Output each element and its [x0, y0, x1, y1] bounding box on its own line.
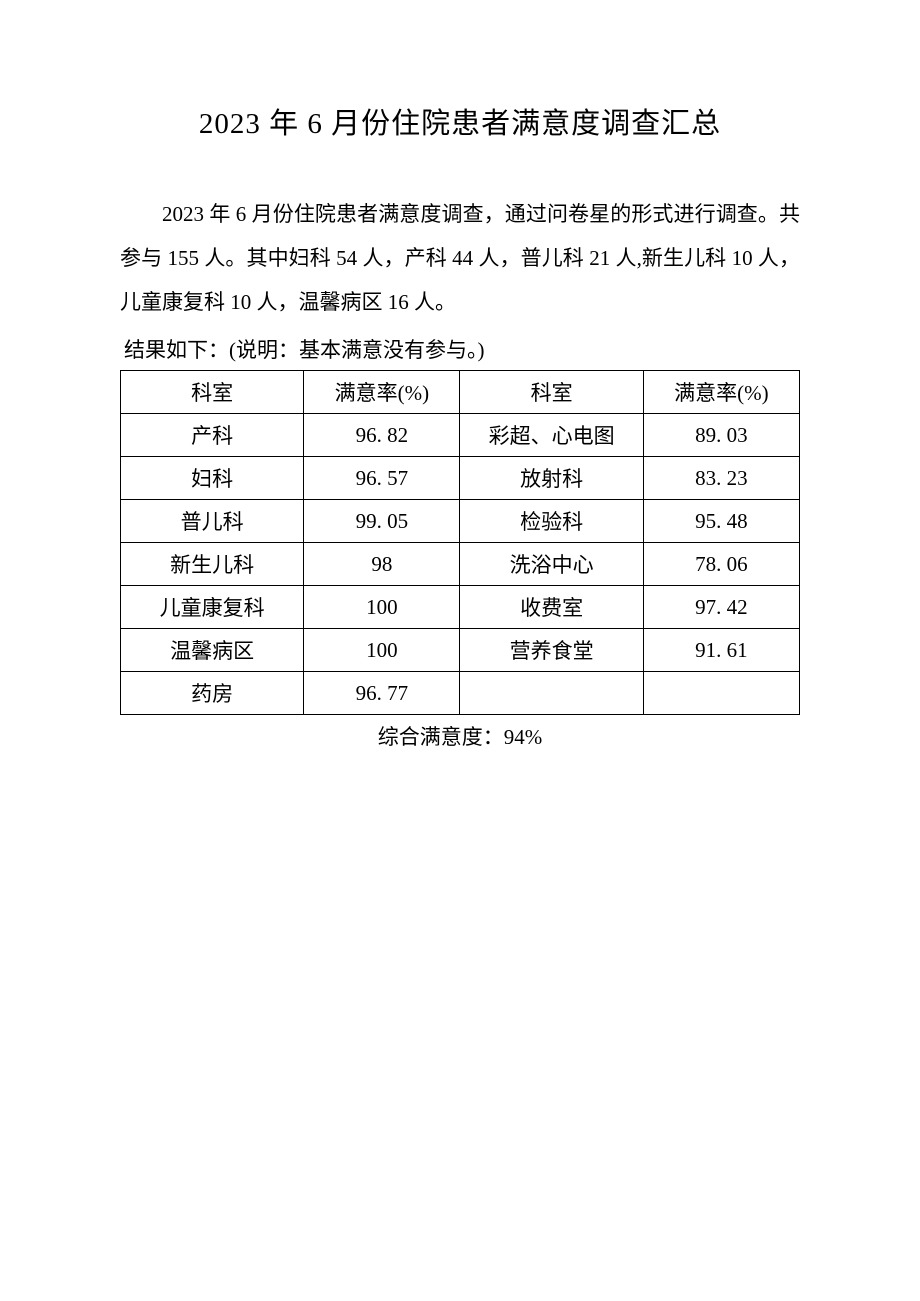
- table-row: 妇科 96. 57 放射科 83. 23: [121, 457, 800, 500]
- cell-rate: 98: [304, 543, 460, 586]
- cell-rate: 78. 06: [643, 543, 799, 586]
- cell-dept: 温馨病区: [121, 629, 304, 672]
- header-rate-2: 满意率(%): [643, 371, 799, 414]
- cell-dept: 检验科: [460, 500, 643, 543]
- cell-rate: [643, 672, 799, 715]
- cell-dept: 普儿科: [121, 500, 304, 543]
- cell-rate: 99. 05: [304, 500, 460, 543]
- cell-dept: [460, 672, 643, 715]
- table-row: 产科 96. 82 彩超、心电图 89. 03: [121, 414, 800, 457]
- cell-dept: 药房: [121, 672, 304, 715]
- cell-rate: 96. 82: [304, 414, 460, 457]
- table-row: 普儿科 99. 05 检验科 95. 48: [121, 500, 800, 543]
- cell-rate: 83. 23: [643, 457, 799, 500]
- table-row: 儿童康复科 100 收费室 97. 42: [121, 586, 800, 629]
- header-rate-1: 满意率(%): [304, 371, 460, 414]
- page-title: 2023 年 6 月份住院患者满意度调查汇总: [120, 100, 800, 142]
- cell-rate: 95. 48: [643, 500, 799, 543]
- cell-rate: 97. 42: [643, 586, 799, 629]
- cell-dept: 放射科: [460, 457, 643, 500]
- cell-rate: 100: [304, 629, 460, 672]
- header-dept-1: 科室: [121, 371, 304, 414]
- cell-dept: 产科: [121, 414, 304, 457]
- overall-summary: 综合满意度：94%: [120, 721, 800, 751]
- table-row: 新生儿科 98 洗浴中心 78. 06: [121, 543, 800, 586]
- satisfaction-table: 科室 满意率(%) 科室 满意率(%) 产科 96. 82 彩超、心电图 89.…: [120, 370, 800, 715]
- cell-rate: 89. 03: [643, 414, 799, 457]
- table-row: 温馨病区 100 营养食堂 91. 61: [121, 629, 800, 672]
- cell-rate: 96. 77: [304, 672, 460, 715]
- intro-paragraph: 2023 年 6 月份住院患者满意度调查，通过问卷星的形式进行调查。共参与 15…: [120, 192, 800, 324]
- header-dept-2: 科室: [460, 371, 643, 414]
- cell-dept: 营养食堂: [460, 629, 643, 672]
- table-row: 药房 96. 77: [121, 672, 800, 715]
- cell-rate: 96. 57: [304, 457, 460, 500]
- cell-rate: 91. 61: [643, 629, 799, 672]
- cell-dept: 妇科: [121, 457, 304, 500]
- cell-dept: 儿童康复科: [121, 586, 304, 629]
- cell-dept: 洗浴中心: [460, 543, 643, 586]
- table-header-row: 科室 满意率(%) 科室 满意率(%): [121, 371, 800, 414]
- results-note: 结果如下：(说明：基本满意没有参与。): [120, 332, 800, 370]
- cell-dept: 收费室: [460, 586, 643, 629]
- cell-dept: 新生儿科: [121, 543, 304, 586]
- cell-rate: 100: [304, 586, 460, 629]
- cell-dept: 彩超、心电图: [460, 414, 643, 457]
